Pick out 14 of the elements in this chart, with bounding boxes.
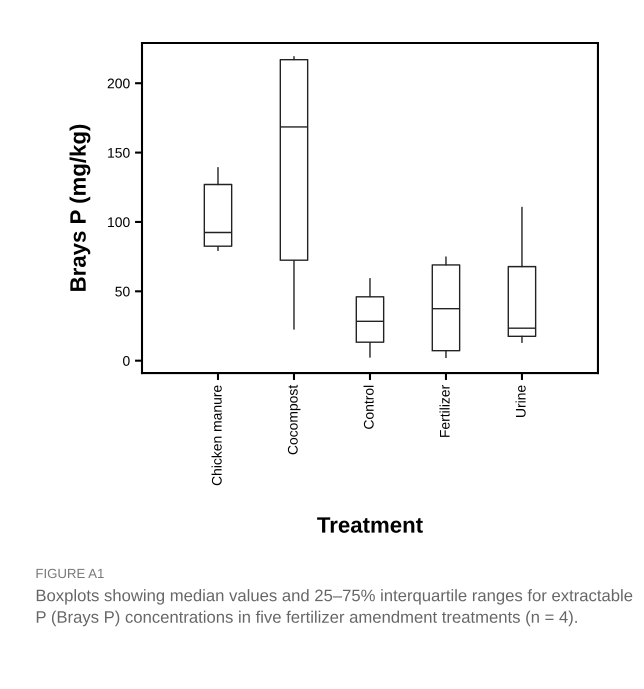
x-tick-label: Urine — [515, 385, 526, 417]
caption: FIGURE A1 — [36, 568, 104, 578]
x-tick-label: Chicken manure — [212, 385, 222, 486]
x-tick-label: Fertilizer — [439, 385, 450, 437]
y-axis-title: Brays P (mg/kg) — [70, 124, 90, 291]
text: Boxplots showing median values and 25–75% interquartile ranges for extractable P (Brays P) concentrations in five fertilizer amendment treatments (n = 4). — [36, 589, 632, 626]
x-tick-label: Control — [364, 386, 374, 429]
y-tick-label: 100 — [108, 217, 130, 228]
y-tick-label: 0 — [123, 356, 130, 366]
y-tick-label: 200 — [108, 78, 130, 88]
y-tick-label: 150 — [108, 148, 130, 158]
x-tick-label: Cocompost — [288, 384, 300, 454]
y-tick-label: 50 — [115, 286, 130, 296]
x-axis-title: Treatment — [317, 517, 423, 533]
